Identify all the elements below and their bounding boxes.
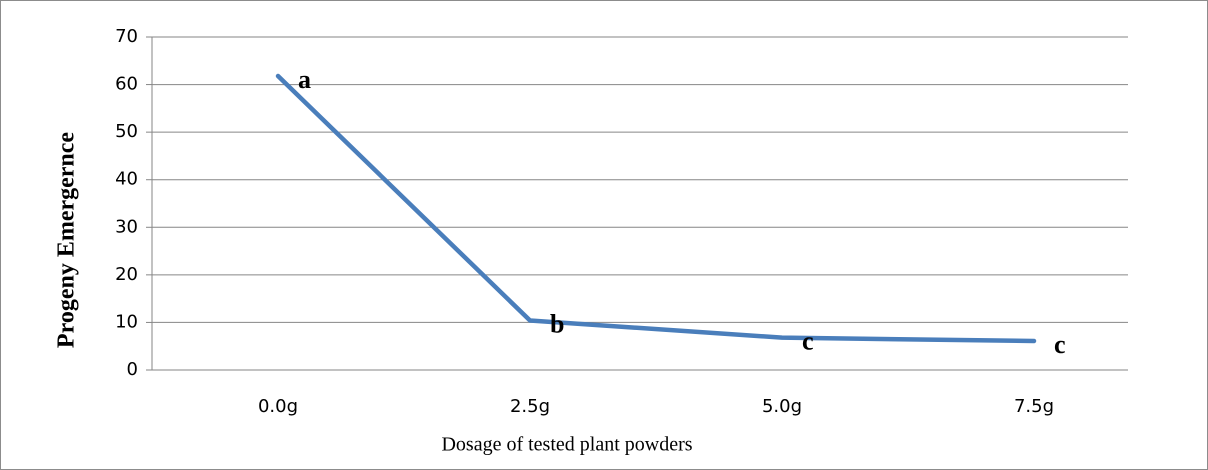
- data-line: [275, 73, 1037, 344]
- point-annotation: c: [1054, 330, 1066, 359]
- y-tick-label: 0: [127, 359, 138, 380]
- x-tick-label: 2.5g: [510, 396, 550, 417]
- x-tick-label: 7.5g: [1014, 396, 1054, 417]
- y-tick-label: 70: [115, 26, 138, 47]
- point-annotation: b: [550, 309, 564, 338]
- x-tick-label: 0.0g: [258, 396, 298, 417]
- y-tick-label: 10: [115, 311, 138, 332]
- y-tick-label: 40: [115, 169, 138, 190]
- point-annotation: c: [802, 327, 814, 356]
- x-tick-label: 5.0g: [762, 396, 802, 417]
- y-axis-label: Progeny Emergernce: [54, 132, 80, 348]
- point-annotation: a: [298, 65, 311, 94]
- y-tick-label: 50: [115, 121, 138, 142]
- y-tick-label: 60: [115, 74, 138, 95]
- x-axis-label: Dosage of tested plant powders: [441, 434, 692, 456]
- y-tick-label: 20: [115, 264, 138, 285]
- y-tick-label: 30: [115, 216, 138, 237]
